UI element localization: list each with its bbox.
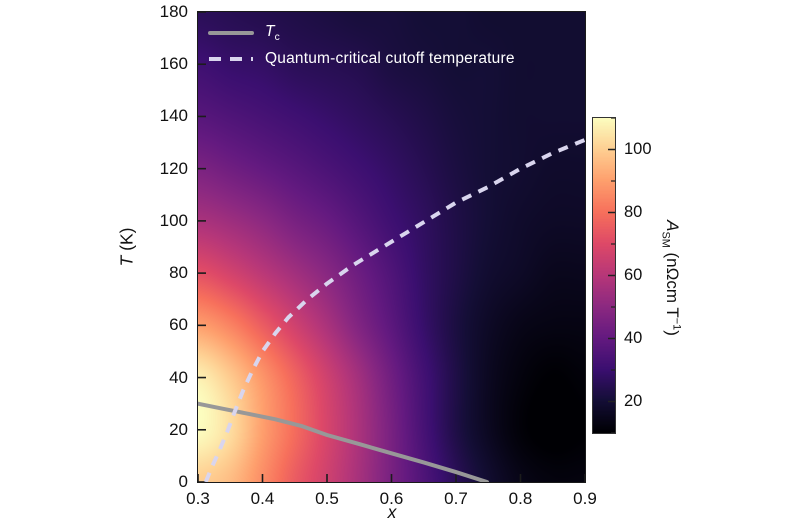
colorbar-canvas [593,118,615,433]
x-tick-label: 0.5 [315,489,339,508]
y-tick-label: 100 [159,210,188,230]
x-tick-label: 0.9 [573,489,597,508]
x-tick-label: 0.7 [444,489,468,508]
plot-overlay [198,12,585,482]
colorbar-tick-label: 100 [624,139,652,158]
plot-area: Tc Quantum-critical cutoff temperature [197,11,586,483]
qc-line-swatch [209,57,253,61]
y-tick-label: 180 [159,2,188,21]
x-axis-title: x [387,502,397,522]
y-tick-label: 140 [159,106,188,126]
colorbar-overlay [608,118,615,433]
x-tick-label: 0.8 [508,489,533,508]
y-tick-label: 0 [178,472,188,491]
legend-label-tc: Tc [265,22,280,44]
colorbar-tick-label: 80 [624,202,643,221]
legend-label-qc: Quantum-critical cutoff temperature [265,50,515,67]
tc-line [198,401,489,482]
colorbar-tick-label: 40 [624,328,643,347]
colorbar [592,117,616,434]
heatmap-canvas [198,12,585,482]
y-tick-label: 160 [159,54,188,74]
y-tick-label: 120 [159,158,188,178]
y-tick-label: 20 [169,419,188,439]
quantum-critical-cutoff-line [203,138,585,482]
colorbar-tick-label: 60 [624,265,643,284]
y-tick-label: 60 [169,315,188,335]
y-tick-label: 40 [169,367,188,387]
x-tick-label: 0.3 [186,489,210,508]
y-tick-label: 80 [169,263,188,283]
tc-line-swatch [208,31,254,35]
legend: Tc Quantum-critical cutoff temperature [208,20,515,72]
colorbar-title: ASM (nΩcm T−1) [659,220,683,336]
y-axis-title: T (K) [116,227,137,267]
legend-item-tc: Tc [208,20,515,46]
x-tick-label: 0.4 [250,489,275,508]
legend-item-qc: Quantum-critical cutoff temperature [208,46,515,72]
x-tick-label: 0.6 [379,489,404,508]
colorbar-tick-label: 20 [624,391,643,410]
